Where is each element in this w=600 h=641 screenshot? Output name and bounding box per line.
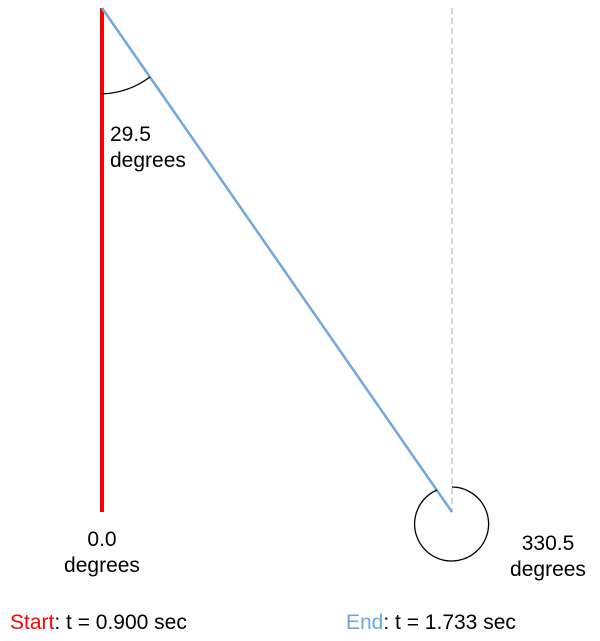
end-angle-arc <box>414 486 490 562</box>
footer-start: Start: t = 0.900 sec <box>10 610 187 636</box>
between-angle-arc <box>101 76 151 95</box>
start-angle-unit: degrees <box>64 554 140 577</box>
footer-end-text: : t = 1.733 sec <box>383 611 516 634</box>
between-angle-value: 29.5 <box>110 123 151 146</box>
end-line <box>100 7 454 513</box>
end-angle-unit: degrees <box>510 558 586 581</box>
footer-end: End: t = 1.733 sec <box>346 610 516 636</box>
footer-start-text: : t = 0.900 sec <box>54 611 187 634</box>
footer-start-label: Start <box>10 611 55 634</box>
footer-end-label: End <box>346 611 384 634</box>
between-angle-label: 29.5 degrees <box>110 122 186 174</box>
start-angle-value: 0.0 <box>87 528 117 551</box>
end-angle-label: 330.5 degrees <box>496 531 600 583</box>
start-angle-label: 0.0 degrees <box>55 527 149 579</box>
between-angle-unit: degrees <box>110 149 186 172</box>
end-angle-value: 330.5 <box>521 532 575 555</box>
